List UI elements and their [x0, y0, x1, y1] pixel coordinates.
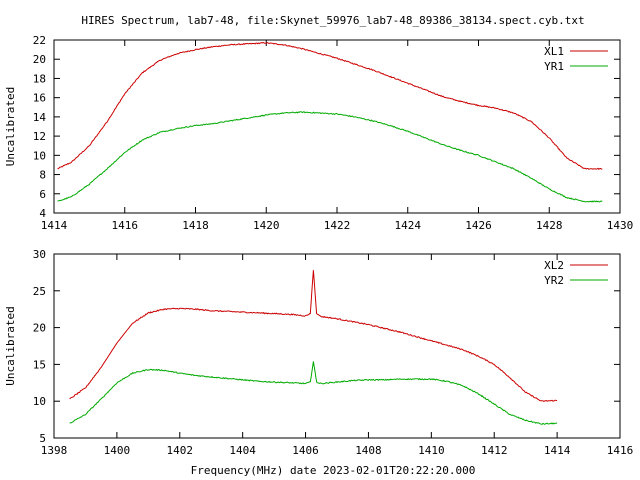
legend-label: YR2	[544, 274, 564, 287]
series-line-yr1	[57, 111, 603, 203]
y-tick-label: 6	[39, 188, 46, 201]
x-tick-label: 1398	[41, 444, 68, 457]
series-line-xl1	[57, 42, 603, 170]
x-tick-label: 1412	[481, 444, 508, 457]
x-tick-label: 1414	[544, 444, 571, 457]
legend-label: XL2	[544, 259, 564, 272]
x-tick-label: 1422	[324, 219, 351, 232]
x-tick-label: 1410	[418, 444, 445, 457]
y-tick-label: 20	[33, 53, 46, 66]
x-tick-label: 1408	[355, 444, 382, 457]
series-line-xl2	[69, 270, 558, 402]
x-tick-label: 1420	[253, 219, 280, 232]
y-tick-label: 22	[33, 34, 46, 47]
y-tick-label: 20	[33, 322, 46, 335]
y-tick-label: 18	[33, 72, 46, 85]
x-tick-label: 1400	[104, 444, 131, 457]
bottom-x-axis-label: Frequency(MHz) date 2023-02-01T20:22:20.…	[191, 464, 476, 477]
y-axis-label: Uncalibrated	[4, 306, 17, 385]
x-tick-label: 1416	[607, 444, 634, 457]
y-tick-label: 14	[33, 111, 47, 124]
chart-panel-1: 1414 1416 1418 1420 1422 1424 1426 1428 14304681…	[4, 34, 633, 232]
x-tick-label: 1402	[167, 444, 194, 457]
plot-frame	[53, 253, 621, 439]
x-tick-label: 1426	[465, 219, 492, 232]
x-tick-label: 1424	[395, 219, 422, 232]
legend-label: YR1	[544, 60, 564, 73]
legend-label: XL1	[544, 45, 564, 58]
y-axis-label: Uncalibrated	[4, 87, 17, 166]
series-line-yr2	[69, 361, 558, 425]
x-tick-label: 1430	[607, 219, 634, 232]
x-tick-label: 1404	[229, 444, 256, 457]
y-tick-label: 4	[39, 207, 46, 220]
y-tick-label: 10	[33, 149, 46, 162]
figure-title: HIRES Spectrum, lab7-48, file:Skynet_599…	[81, 14, 584, 27]
y-tick-label: 25	[33, 285, 46, 298]
x-tick-label: 1428	[536, 219, 563, 232]
y-tick-label: 15	[33, 358, 46, 371]
y-tick-label: 10	[33, 395, 46, 408]
y-tick-label: 12	[33, 130, 46, 143]
x-tick-label: 1416	[112, 219, 139, 232]
y-tick-label: 8	[39, 169, 46, 182]
y-tick-label: 16	[33, 92, 46, 105]
chart-panels: 1414 1416 1418 1420 1422 1424 1426 1428 14304681…	[4, 34, 633, 457]
x-tick-label: 1414	[41, 219, 68, 232]
y-tick-label: 5	[39, 432, 46, 445]
x-tick-label: 1418	[182, 219, 209, 232]
x-tick-label: 1406	[292, 444, 319, 457]
y-tick-label: 30	[33, 248, 46, 261]
chart-panel-2: 1398 1400 1402 1404 1406 1408 1410 1412 1414 1416…	[4, 248, 633, 457]
